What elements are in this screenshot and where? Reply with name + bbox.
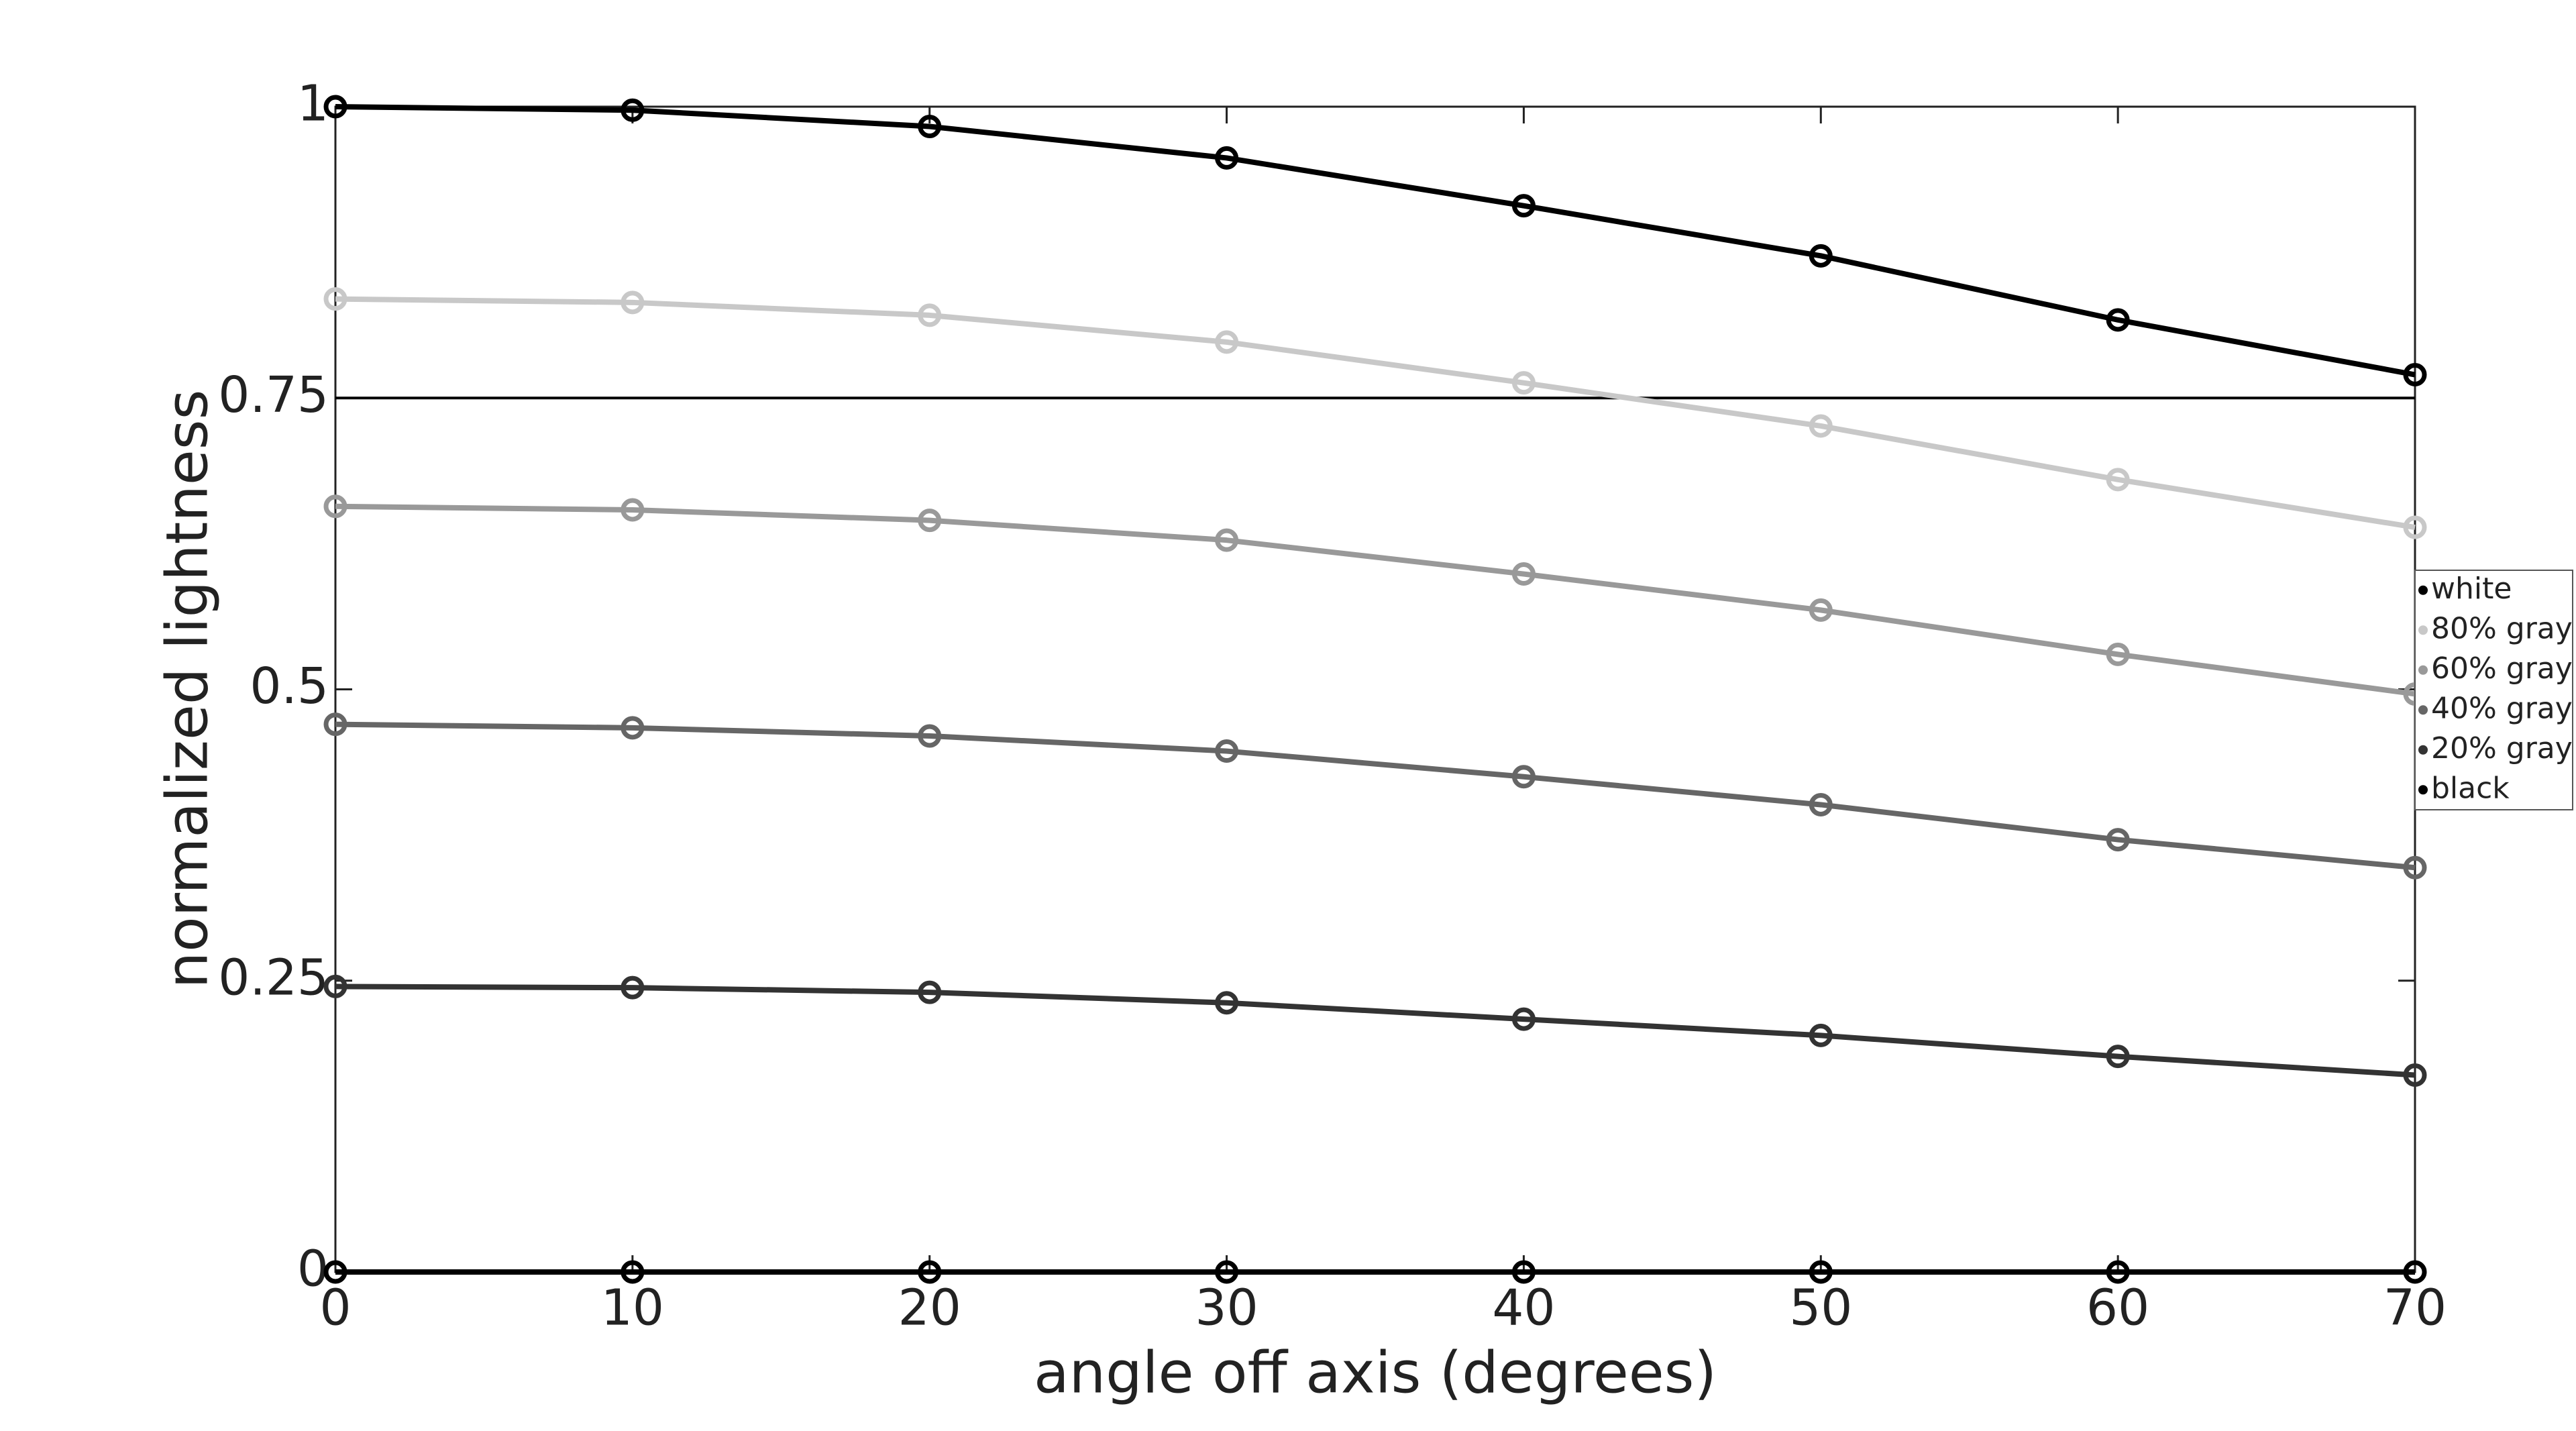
data-point	[1809, 414, 1833, 438]
data-point	[323, 287, 347, 311]
data-point	[1511, 562, 1536, 586]
y-tick-label: 1	[297, 75, 329, 133]
data-point	[2403, 515, 2427, 539]
data-point	[621, 98, 645, 122]
legend-label: 80% gray	[2431, 611, 2573, 645]
data-point	[621, 1260, 645, 1284]
legend-marker	[2418, 665, 2428, 675]
legend-label: 20% gray	[2431, 731, 2573, 765]
data-point	[2106, 1260, 2130, 1284]
data-point	[323, 95, 347, 119]
data-point	[918, 724, 942, 748]
data-point	[1511, 1260, 1536, 1284]
legend-label: white	[2431, 572, 2512, 606]
data-point	[2403, 1260, 2427, 1284]
data-point	[323, 1260, 347, 1284]
x-tick-label: 20	[898, 1279, 961, 1337]
data-point	[323, 974, 347, 998]
y-tick-label: 0.75	[218, 366, 329, 424]
x-tick-label: 10	[601, 1279, 664, 1337]
series-line	[335, 104, 2416, 378]
legend-box	[2414, 570, 2573, 810]
data-point	[1809, 1260, 1833, 1284]
data-point	[323, 494, 347, 519]
data-point	[2106, 1045, 2130, 1069]
data-point	[1215, 330, 1239, 354]
data-point	[1511, 371, 1536, 395]
data-point	[918, 1260, 942, 1284]
data-point	[1511, 1007, 1536, 1031]
data-point	[1809, 792, 1833, 816]
data-point	[918, 115, 942, 139]
legend-label: 40% gray	[2431, 691, 2573, 725]
legend-marker	[2418, 585, 2428, 595]
data-point	[2403, 1063, 2427, 1087]
data-point	[1215, 528, 1239, 552]
data-point	[1809, 598, 1833, 622]
x-tick-label: 0	[319, 1279, 351, 1337]
data-point	[2106, 828, 2130, 852]
legend: white 80% gray 60% gray 40% gray 20% gray bla…	[2414, 570, 2573, 810]
data-point	[621, 290, 645, 315]
data-point	[621, 716, 645, 740]
series-line	[335, 721, 2416, 871]
x-tick-label: 60	[2086, 1279, 2149, 1337]
data-point	[2106, 308, 2130, 332]
series-line	[335, 503, 2416, 697]
legend-marker	[2418, 705, 2428, 715]
legend-marker	[2418, 785, 2428, 795]
data-point	[621, 498, 645, 522]
data-point	[918, 303, 942, 327]
legend-label: black	[2431, 771, 2510, 805]
x-tick-label: 50	[1789, 1279, 1852, 1337]
data-point	[1215, 991, 1239, 1015]
x-axis-label: angle off axis (degrees)	[1034, 1339, 1717, 1406]
y-axis-label: normalized lightness	[154, 390, 221, 989]
data-point	[918, 509, 942, 533]
data-point	[2403, 363, 2427, 387]
data-point	[1215, 146, 1239, 170]
data-point	[2106, 468, 2130, 492]
y-tick-label: 0	[297, 1240, 329, 1298]
data-point	[1809, 1023, 1833, 1047]
x-tick-label: 70	[2383, 1279, 2447, 1337]
legend-marker	[2418, 745, 2428, 755]
y-tick-label: 0.5	[250, 657, 329, 715]
data-point	[2403, 855, 2427, 880]
data-point	[1215, 1260, 1239, 1284]
x-tick-label: 30	[1195, 1279, 1258, 1337]
plot-frame	[334, 105, 2416, 1273]
series-line	[335, 984, 2416, 1078]
data-point	[2106, 642, 2130, 666]
data-point	[323, 712, 347, 737]
x-tick-label: 40	[1492, 1279, 1555, 1337]
data-point	[918, 980, 942, 1004]
y-tick-label: 0.25	[218, 949, 329, 1006]
data-point	[1511, 194, 1536, 218]
data-point	[1511, 765, 1536, 789]
legend-label: 60% gray	[2431, 651, 2573, 686]
series-line	[335, 296, 2416, 531]
data-point	[621, 975, 645, 1000]
data-point	[1215, 739, 1239, 763]
legend-marker	[2418, 625, 2428, 635]
data-point	[1809, 244, 1833, 268]
